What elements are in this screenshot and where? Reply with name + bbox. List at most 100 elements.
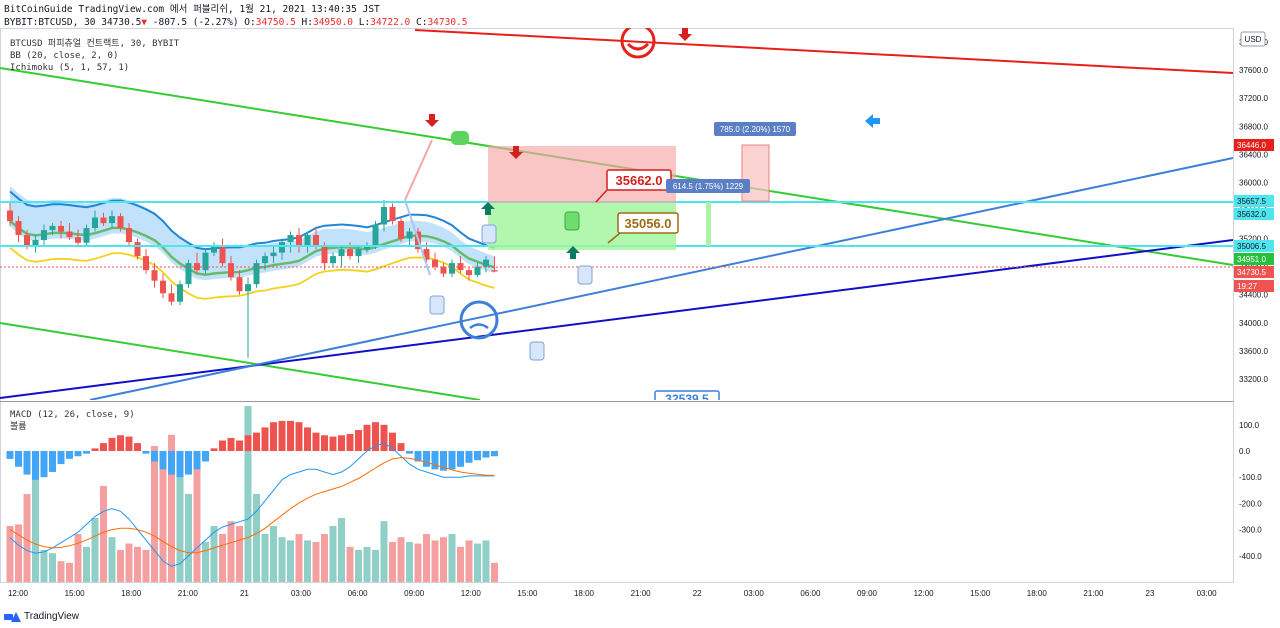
macd-histogram-bar <box>91 448 99 451</box>
volume-bar <box>346 546 354 582</box>
macd-histogram-bar <box>406 451 413 454</box>
open-label: O: <box>244 17 256 28</box>
red-trend-line[interactable] <box>414 29 1233 74</box>
macd-histogram-bar <box>210 448 218 451</box>
price-axis[interactable] <box>1234 28 1280 582</box>
annotation-35662-text: 35662.0 <box>616 173 663 188</box>
buy-arrow-up-icon[interactable] <box>481 202 495 215</box>
volume-bar <box>66 562 73 582</box>
measure-label-1-text: 614.5 (1.75%) 1229 <box>673 182 744 191</box>
time-tick-label: 18:00 <box>574 589 595 598</box>
macd-histogram-bar <box>312 432 320 451</box>
macd-histogram-bar <box>448 451 456 470</box>
candle-body <box>24 235 30 246</box>
volume-bar <box>159 457 167 582</box>
macd-histogram-bar <box>117 435 124 451</box>
volume-bar <box>15 524 22 582</box>
high-label: H: <box>301 17 313 28</box>
volume-bar <box>151 446 158 582</box>
price-axis-tag <box>1234 253 1274 265</box>
annotation-35056-box[interactable] <box>617 212 679 234</box>
lightblue-trend-line[interactable] <box>89 157 1233 400</box>
price-axis-tag <box>1234 240 1274 252</box>
sad-face-icon[interactable] <box>459 300 499 340</box>
volume-bar <box>168 434 175 582</box>
left-arrow-icon[interactable] <box>865 114 880 128</box>
pointing-hand-icon[interactable] <box>577 265 593 285</box>
candle-body <box>126 228 132 243</box>
volume-bar <box>185 494 192 582</box>
candle-body <box>117 216 124 229</box>
high-value: 34950.0 <box>312 17 354 28</box>
measure-box-lower[interactable] <box>706 202 711 246</box>
time-tick-label: 22 <box>693 589 702 598</box>
volume-bar <box>108 537 116 582</box>
price-axis-tag <box>1234 195 1274 207</box>
measure-label-1-box[interactable] <box>666 179 750 193</box>
sell-arrow-down-icon[interactable] <box>509 146 523 159</box>
legend-macd[interactable]: MACD (12, 26, close, 9) <box>10 410 135 420</box>
candle-body <box>219 245 226 264</box>
green-trend-line-lower[interactable] <box>0 322 481 400</box>
volume-bar <box>261 534 269 582</box>
price-tick-label: 34400.0 <box>1239 291 1268 300</box>
pointing-hand-icon[interactable] <box>564 211 580 231</box>
macd-tick-label: 100.0 <box>1239 421 1260 430</box>
macd-histogram-bar <box>49 451 56 472</box>
footer-brand[interactable]: TradingView <box>24 611 80 622</box>
volume-bar <box>389 542 396 582</box>
legend-bb[interactable]: BB (20, close, 2, 0) <box>10 51 119 61</box>
candle-body <box>32 239 39 246</box>
candle-body <box>83 228 90 243</box>
macd-tick-label: -300.0 <box>1239 526 1262 535</box>
tradingview-logo-icon[interactable] <box>4 611 21 622</box>
price-axis-tag-text: 19:27 <box>1237 282 1258 291</box>
buy-arrow-up-icon[interactable] <box>566 246 580 259</box>
macd-tick-label: -100.0 <box>1239 473 1262 482</box>
currency-badge[interactable] <box>1240 31 1266 47</box>
candle-body <box>432 259 438 267</box>
legend-volume[interactable]: 볼륨 <box>10 422 27 432</box>
time-tick-label: 12:00 <box>8 589 29 598</box>
indicator-legend: BTCUSD 퍼피츄얼 컨트랙트, 30, BYBIT BB (20, clos… <box>10 38 179 74</box>
candle-body <box>347 249 353 257</box>
candle-body <box>134 242 141 257</box>
macd-histogram-bar <box>6 451 14 459</box>
candle-body <box>262 256 268 264</box>
measure-label-2-box[interactable] <box>714 122 796 136</box>
time-tick-label: 12:00 <box>461 589 482 598</box>
candle-body <box>364 245 370 250</box>
price-axis-tag-text: 35006.5 <box>1237 242 1266 251</box>
sell-arrow-down-icon[interactable] <box>678 28 692 41</box>
candle-body <box>270 252 277 257</box>
volume-bar <box>406 542 413 582</box>
macd-histogram-bar <box>423 451 430 467</box>
macd-histogram-bar <box>397 443 405 451</box>
pointing-hand-icon[interactable] <box>481 224 497 244</box>
blue-trend-line[interactable] <box>0 239 1233 399</box>
volume-bar <box>312 542 320 582</box>
smiley-face-icon[interactable] <box>620 25 656 59</box>
ohlc-bar: BYBIT:BTCUSD, 30 34730.5▼ -807.5 (-2.27%… <box>4 16 468 29</box>
sell-arrow-down-icon[interactable] <box>425 114 439 127</box>
pointing-hand-icon[interactable] <box>429 295 445 315</box>
macd-histogram-bar <box>270 422 277 451</box>
time-tick-label: 23 <box>1146 589 1155 598</box>
volume-bar <box>304 540 311 582</box>
macd-histogram-bar <box>440 451 447 471</box>
publish-info: BitCoinGuide TradingView.com 에서 퍼블리쉬, 1월… <box>4 4 380 15</box>
macd-histogram-bar <box>321 435 328 451</box>
legend-symbol[interactable]: BTCUSD 퍼피츄얼 컨트랙트, 30, BYBIT <box>10 39 180 49</box>
annotation-32539-box[interactable] <box>654 390 720 405</box>
pointing-hand-icon[interactable] <box>529 341 545 361</box>
frog-sticker-icon[interactable] <box>451 131 469 145</box>
macd-histogram-bar <box>83 451 90 454</box>
legend-ichimoku[interactable]: Ichimoku (5, 1, 57, 1) <box>10 63 130 73</box>
time-tick-label: 03:00 <box>1197 589 1218 598</box>
macd-histogram-bar <box>482 451 490 458</box>
candle-body <box>100 217 107 224</box>
volume-bar <box>176 466 184 582</box>
volume-bar <box>40 550 48 582</box>
volume-bar <box>202 542 209 582</box>
